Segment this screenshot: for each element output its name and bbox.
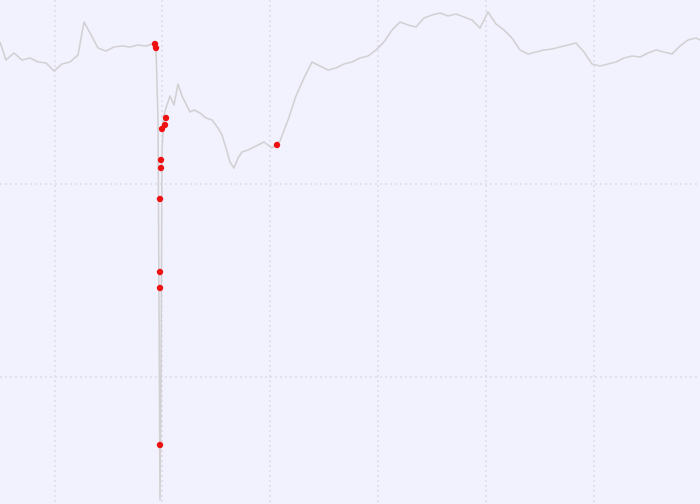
marker-point-6 <box>158 157 164 163</box>
marker-point-2 <box>153 45 159 51</box>
marker-point-8 <box>157 196 163 202</box>
marker-point-4 <box>162 122 168 128</box>
marker-point-5 <box>163 115 169 121</box>
marker-point-11 <box>157 442 163 448</box>
marker-point-9 <box>157 269 163 275</box>
marker-point-7 <box>158 165 164 171</box>
marker-point-10 <box>157 285 163 291</box>
marker-point-12 <box>274 142 280 148</box>
